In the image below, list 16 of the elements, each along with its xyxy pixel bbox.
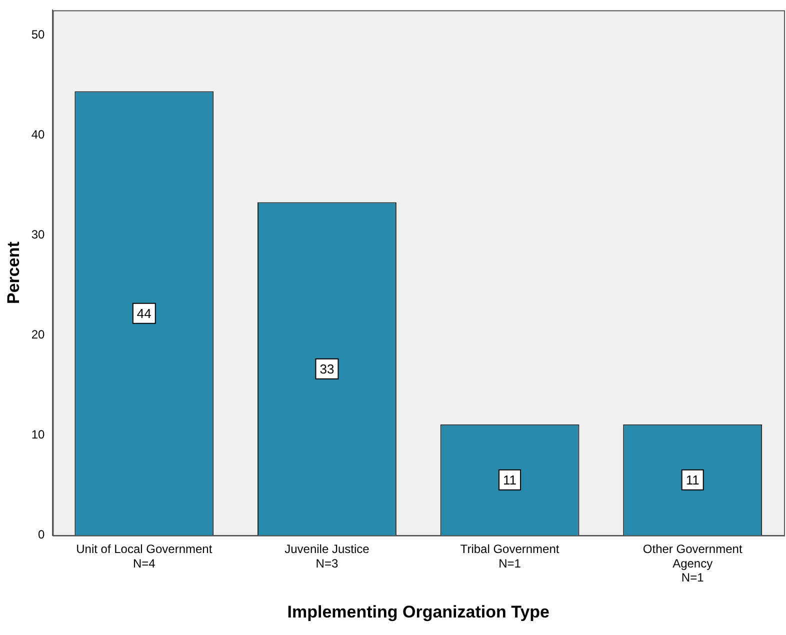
data-label: 11 bbox=[503, 472, 517, 488]
x-tick-label: Tribal Government N=1 bbox=[460, 542, 560, 570]
data-label: 11 bbox=[686, 472, 700, 488]
x-tick-label: Unit of Local Government N=4 bbox=[76, 542, 213, 570]
y-tick-label: 20 bbox=[31, 328, 46, 342]
y-tick-label: 30 bbox=[31, 228, 46, 242]
y-tick-label: 50 bbox=[31, 28, 46, 42]
x-axis-title: Implementing Organization Type bbox=[287, 602, 550, 622]
y-tick-label: 0 bbox=[38, 528, 46, 542]
data-label: 44 bbox=[136, 306, 152, 321]
y-tick-label: 10 bbox=[31, 428, 46, 442]
y-tick-label: 40 bbox=[31, 128, 46, 142]
data-label: 33 bbox=[320, 361, 334, 376]
x-tick-label: Juvenile Justice N=3 bbox=[284, 542, 370, 570]
x-tick-label: Other Government Agency N=1 bbox=[642, 542, 743, 585]
y-axis-title: Percent bbox=[4, 241, 23, 304]
